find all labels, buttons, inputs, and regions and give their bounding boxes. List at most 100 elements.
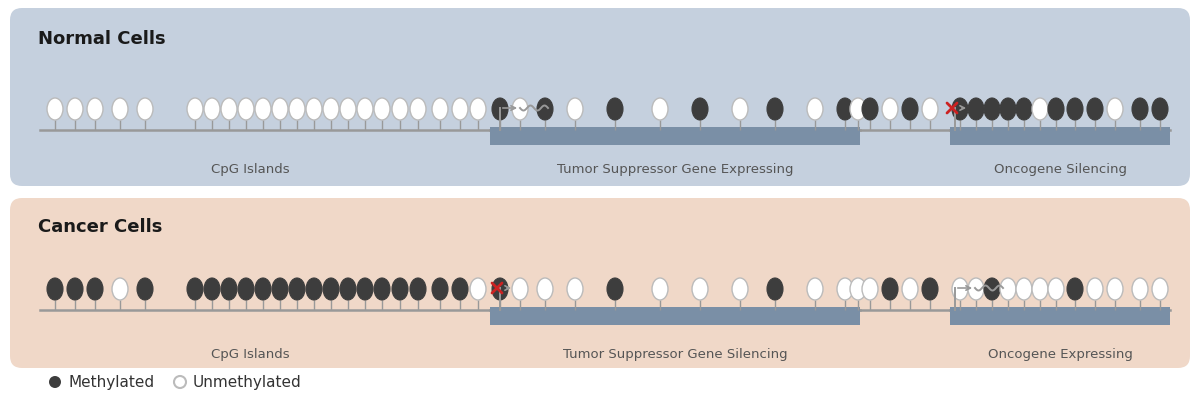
- Ellipse shape: [808, 98, 823, 120]
- FancyBboxPatch shape: [10, 8, 1190, 186]
- Ellipse shape: [882, 98, 898, 120]
- Ellipse shape: [1067, 98, 1084, 120]
- Ellipse shape: [47, 98, 64, 120]
- Ellipse shape: [692, 278, 708, 300]
- Ellipse shape: [838, 278, 853, 300]
- Ellipse shape: [568, 278, 583, 300]
- Ellipse shape: [1016, 98, 1032, 120]
- Ellipse shape: [374, 278, 390, 300]
- Ellipse shape: [374, 98, 390, 120]
- Ellipse shape: [238, 278, 254, 300]
- Ellipse shape: [1087, 278, 1103, 300]
- Ellipse shape: [1048, 278, 1064, 300]
- Ellipse shape: [272, 98, 288, 120]
- Text: Cancer Cells: Cancer Cells: [38, 218, 162, 236]
- Ellipse shape: [1016, 278, 1032, 300]
- Ellipse shape: [838, 98, 853, 120]
- Ellipse shape: [289, 278, 305, 300]
- Text: CpG Islands: CpG Islands: [211, 348, 289, 361]
- Ellipse shape: [952, 278, 968, 300]
- Ellipse shape: [1152, 278, 1168, 300]
- Ellipse shape: [67, 98, 83, 120]
- Ellipse shape: [512, 278, 528, 300]
- Ellipse shape: [1032, 278, 1048, 300]
- Ellipse shape: [221, 98, 238, 120]
- Ellipse shape: [452, 98, 468, 120]
- Ellipse shape: [1087, 98, 1103, 120]
- Ellipse shape: [470, 98, 486, 120]
- Ellipse shape: [410, 98, 426, 120]
- Ellipse shape: [652, 278, 668, 300]
- Ellipse shape: [492, 98, 508, 120]
- Text: Oncogene Silencing: Oncogene Silencing: [994, 163, 1127, 176]
- Ellipse shape: [922, 98, 938, 120]
- Ellipse shape: [358, 278, 373, 300]
- Ellipse shape: [902, 278, 918, 300]
- Ellipse shape: [306, 98, 322, 120]
- Ellipse shape: [392, 278, 408, 300]
- Ellipse shape: [1032, 98, 1048, 120]
- Ellipse shape: [112, 98, 128, 120]
- Ellipse shape: [882, 278, 898, 300]
- Ellipse shape: [850, 98, 866, 120]
- Ellipse shape: [767, 98, 784, 120]
- Ellipse shape: [323, 98, 340, 120]
- Ellipse shape: [137, 278, 154, 300]
- Bar: [950, 127, 1170, 145]
- Ellipse shape: [984, 278, 1000, 300]
- Ellipse shape: [902, 98, 918, 120]
- Ellipse shape: [289, 98, 305, 120]
- Ellipse shape: [112, 278, 128, 300]
- Text: Normal Cells: Normal Cells: [38, 30, 166, 48]
- Ellipse shape: [410, 278, 426, 300]
- Ellipse shape: [538, 278, 553, 300]
- Ellipse shape: [452, 278, 468, 300]
- Ellipse shape: [256, 98, 271, 120]
- Ellipse shape: [652, 98, 668, 120]
- Ellipse shape: [492, 278, 508, 300]
- Ellipse shape: [1048, 98, 1064, 120]
- Ellipse shape: [968, 98, 984, 120]
- Ellipse shape: [272, 278, 288, 300]
- Ellipse shape: [88, 98, 103, 120]
- Ellipse shape: [221, 278, 238, 300]
- Bar: [950, 307, 1170, 325]
- Ellipse shape: [952, 98, 968, 120]
- Ellipse shape: [1108, 278, 1123, 300]
- Ellipse shape: [568, 98, 583, 120]
- Ellipse shape: [47, 278, 64, 300]
- Ellipse shape: [340, 278, 356, 300]
- Ellipse shape: [862, 98, 878, 120]
- Ellipse shape: [174, 376, 186, 388]
- Ellipse shape: [512, 98, 528, 120]
- Ellipse shape: [137, 98, 154, 120]
- Ellipse shape: [538, 98, 553, 120]
- FancyBboxPatch shape: [10, 198, 1190, 368]
- Ellipse shape: [922, 278, 938, 300]
- Ellipse shape: [732, 98, 748, 120]
- Bar: [490, 127, 860, 145]
- Ellipse shape: [340, 98, 356, 120]
- Ellipse shape: [187, 278, 203, 300]
- Text: Unmethylated: Unmethylated: [193, 374, 301, 390]
- Text: CpG Islands: CpG Islands: [211, 163, 289, 176]
- Ellipse shape: [607, 278, 623, 300]
- Ellipse shape: [306, 278, 322, 300]
- Ellipse shape: [767, 278, 784, 300]
- Text: Methylated: Methylated: [68, 374, 154, 390]
- Ellipse shape: [238, 98, 254, 120]
- Ellipse shape: [187, 98, 203, 120]
- Ellipse shape: [432, 98, 448, 120]
- Ellipse shape: [432, 278, 448, 300]
- Ellipse shape: [88, 278, 103, 300]
- Ellipse shape: [1132, 98, 1148, 120]
- Ellipse shape: [358, 98, 373, 120]
- Ellipse shape: [607, 98, 623, 120]
- Ellipse shape: [1000, 278, 1016, 300]
- Ellipse shape: [808, 278, 823, 300]
- Bar: [490, 307, 860, 325]
- Ellipse shape: [323, 278, 340, 300]
- Text: Oncogene Expressing: Oncogene Expressing: [988, 348, 1133, 361]
- Ellipse shape: [862, 278, 878, 300]
- Ellipse shape: [392, 98, 408, 120]
